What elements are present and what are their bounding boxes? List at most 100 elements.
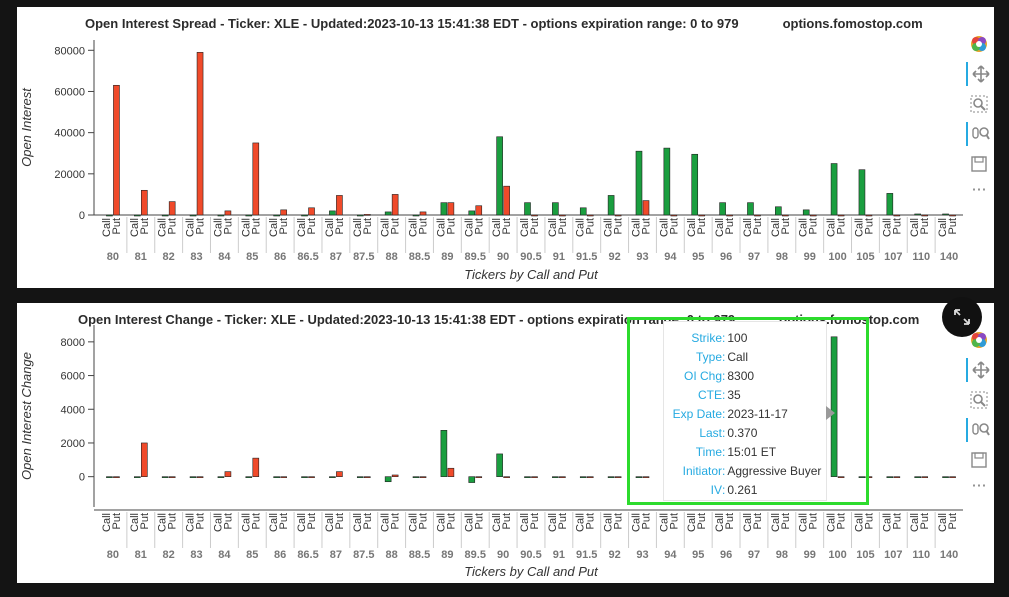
y-tick-label: 80000 (54, 45, 85, 57)
call-bar (802, 209, 810, 216)
put-tick-label: Put (278, 513, 290, 530)
put-tick-label: Put (362, 218, 374, 235)
oi-change-chart[interactable]: 0 2000 4000 6000 8000 Open Interest Change Cal… (17, 303, 964, 583)
put-tick-label: Put (473, 218, 485, 235)
call-tick-label: Call (296, 218, 308, 237)
box-zoom-icon[interactable] (966, 388, 992, 412)
put-tick-label: Put (640, 513, 652, 530)
put-bar (670, 214, 678, 217)
put-bar (252, 457, 260, 477)
strike-label: 84 (218, 549, 231, 561)
call-bar (273, 476, 280, 478)
tooltip-row: IV:0.261 (710, 482, 758, 497)
put-tick-label: Put (863, 513, 875, 530)
put-tick-label: Put (724, 218, 736, 235)
strike-label: 89 (441, 251, 453, 263)
call-bar (189, 476, 197, 478)
put-bar (837, 214, 845, 217)
call-bar (329, 476, 336, 478)
put-tick-label: Put (752, 513, 764, 530)
put-bar (698, 214, 706, 217)
y-axis-label: Open Interest (19, 87, 34, 167)
strike-label: 110 (912, 251, 930, 263)
call-tick-label: Call (101, 513, 113, 532)
strike-label: 87.5 (353, 549, 374, 561)
call-bar (245, 476, 253, 478)
expand-icon[interactable] (942, 297, 982, 337)
put-bar (475, 205, 483, 216)
bokeh-logo-icon[interactable] (966, 328, 992, 352)
call-tick-label: Call (714, 218, 726, 237)
strike-label: 93 (636, 251, 648, 263)
chart-title: Open Interest Spread - Ticker: XLE - Upd… (85, 16, 923, 31)
call-tick-label: Call (686, 218, 698, 237)
save-icon[interactable] (966, 448, 992, 472)
call-bar (607, 476, 615, 478)
tooltip-row: OI Chg:8300 (683, 368, 755, 383)
box-zoom-icon[interactable] (966, 92, 992, 116)
put-bar (224, 210, 232, 216)
put-tick-label: Put (836, 218, 848, 235)
strike-label: 87 (330, 549, 342, 561)
call-tick-label: Call (575, 218, 587, 237)
call-tick-label: Call (491, 513, 503, 532)
tooltip-row: Initiator: Aggressive Buyer (682, 463, 822, 478)
put-tick-label: Put (167, 513, 179, 530)
x-axis-label: Tickers by Call and Put (464, 564, 599, 579)
call-bar (384, 211, 392, 216)
strike-label: 88.5 (409, 251, 430, 263)
call-tick-label: Call (240, 218, 252, 237)
put-bar (809, 214, 817, 217)
put-tick-label: Put (445, 218, 457, 235)
call-bar (858, 476, 866, 478)
call-tick-label: Call (491, 218, 503, 237)
call-tick-label: Call (268, 513, 280, 532)
put-bar (949, 214, 956, 217)
call-bar (440, 202, 448, 216)
pan-icon[interactable] (966, 62, 994, 86)
put-bar (280, 476, 287, 478)
call-tick-label: Call (408, 218, 420, 237)
wheel-zoom-icon[interactable] (966, 122, 994, 146)
more-icon[interactable]: ⋯ (971, 477, 987, 494)
site-label: options.fomostop.com (782, 16, 923, 31)
y-tick-label: 0 (79, 210, 85, 222)
hover-tooltip: Strike:100 Type: Call OI Chg:8300 CTE:35 … (663, 321, 827, 501)
call-bar (747, 202, 754, 216)
save-icon[interactable] (966, 152, 992, 176)
strike-label: 97 (748, 549, 760, 561)
call-tick-label: Call (630, 218, 642, 237)
strike-label: 89.5 (465, 549, 486, 561)
call-bar (106, 214, 113, 217)
strike-label: 100 (828, 549, 846, 561)
strike-label: 91.5 (576, 251, 597, 263)
put-tick-label: Put (250, 513, 262, 530)
pan-icon[interactable] (966, 358, 994, 382)
put-bar (559, 476, 566, 478)
put-tick-label: Put (195, 513, 207, 530)
call-tick-label: Call (380, 513, 392, 532)
more-icon[interactable]: ⋯ (971, 181, 987, 198)
put-bar (893, 476, 901, 478)
bokeh-logo-icon[interactable] (966, 32, 992, 56)
call-bar (663, 147, 671, 216)
strike-label: 98 (776, 251, 788, 263)
tooltip-pointer (826, 406, 835, 420)
call-tick-label: Call (324, 513, 336, 532)
call-tick-label: Call (714, 513, 726, 532)
wheel-zoom-icon[interactable] (966, 418, 994, 442)
put-tick-label: Put (362, 513, 374, 530)
put-tick-label: Put (947, 513, 959, 530)
put-tick-label: Put (334, 218, 346, 235)
put-tick-label: Put (668, 218, 680, 235)
call-bar (579, 207, 587, 216)
call-tick-label: Call (575, 513, 587, 532)
put-bar (168, 201, 176, 216)
put-bar (503, 476, 510, 478)
put-tick-label: Put (780, 218, 792, 235)
call-tick-label: Call (463, 218, 475, 237)
strike-label: 96 (720, 251, 732, 263)
call-bar (524, 476, 531, 478)
put-bar (726, 214, 733, 217)
